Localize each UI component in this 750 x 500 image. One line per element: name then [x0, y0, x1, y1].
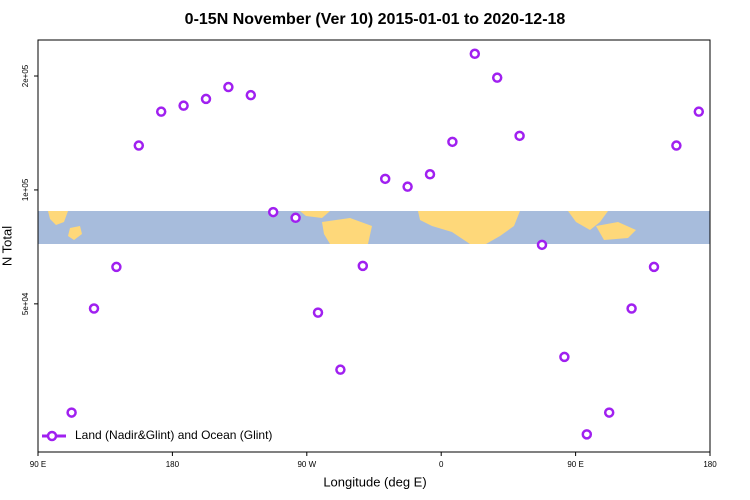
x-tick-label: 90 E — [567, 460, 583, 469]
point — [178, 100, 189, 111]
map-band — [38, 211, 710, 244]
chart-title: 0-15N November (Ver 10) 2015-01-01 to 20… — [185, 11, 566, 28]
point — [424, 169, 436, 180]
y-tick-label: 1e+05 — [21, 178, 30, 201]
plot-frame — [37, 39, 711, 453]
x-axis-label: Longitude (deg E) — [323, 474, 426, 489]
land — [48, 211, 636, 244]
land-shape — [322, 218, 372, 244]
point — [536, 239, 548, 251]
point — [671, 140, 682, 151]
point — [155, 106, 167, 117]
point — [290, 212, 301, 224]
x-tick-label: 180 — [703, 460, 717, 469]
land-shape — [48, 211, 68, 225]
point — [693, 106, 705, 117]
point — [559, 351, 570, 363]
legend-marker — [46, 430, 58, 442]
point — [133, 140, 145, 151]
point — [469, 48, 481, 60]
x-tick-label: 0 — [439, 460, 444, 469]
point — [514, 130, 525, 142]
point — [66, 407, 77, 418]
point — [245, 89, 257, 101]
point — [88, 303, 100, 314]
point — [335, 364, 346, 375]
land-shape — [596, 222, 636, 240]
y-tick-label: 5e+04 — [21, 292, 30, 315]
point — [626, 303, 637, 314]
point — [402, 181, 413, 192]
point — [267, 206, 279, 218]
point — [200, 93, 212, 105]
land-shape — [68, 226, 82, 240]
point — [223, 81, 234, 93]
point — [581, 429, 593, 440]
land-shape — [568, 211, 608, 230]
point — [603, 407, 615, 418]
point — [312, 307, 324, 318]
y-tick-label: 2e+05 — [21, 64, 30, 87]
land-shape — [300, 211, 330, 218]
point — [491, 72, 503, 83]
point — [357, 260, 369, 272]
point — [379, 173, 391, 185]
land-shape — [418, 211, 520, 244]
point — [648, 261, 660, 273]
y-axis-label: N Total — [0, 226, 14, 266]
x-tick-label: 180 — [166, 460, 180, 469]
x-tick-label: 90 E — [30, 460, 46, 469]
point — [447, 136, 458, 148]
legend-label: Land (Nadir&Glint) and Ocean (Glint) — [75, 428, 272, 442]
point — [111, 261, 122, 273]
x-tick-label: 90 W — [297, 460, 316, 469]
